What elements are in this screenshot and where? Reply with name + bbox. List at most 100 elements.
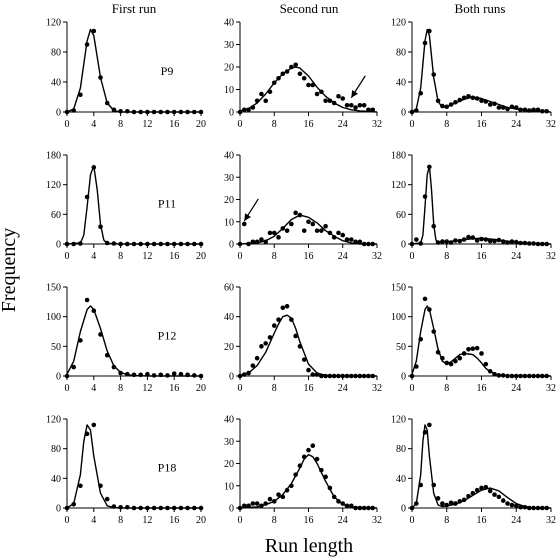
x-tick-label: 8 xyxy=(272,383,277,394)
data-point xyxy=(370,241,376,247)
data-point xyxy=(496,105,502,110)
x-tick-label: 32 xyxy=(372,383,382,394)
data-point xyxy=(435,496,441,501)
data-point xyxy=(284,303,290,309)
data-point xyxy=(466,347,471,352)
y-tick-label: 0 xyxy=(56,108,61,119)
data-point xyxy=(444,360,450,366)
x-tick-label: 16 xyxy=(477,383,487,394)
x-tick-label: 32 xyxy=(546,515,556,526)
data-point xyxy=(246,107,251,113)
fitted-curve xyxy=(66,305,201,377)
data-point xyxy=(522,504,528,510)
data-point xyxy=(185,505,190,511)
x-tick-label: 8 xyxy=(444,515,449,526)
x-tick-label: 8 xyxy=(272,119,277,130)
y-tick-label: 0 xyxy=(401,504,406,515)
data-point xyxy=(323,98,328,104)
data-point xyxy=(349,373,354,379)
y-tick-label: 40 xyxy=(224,312,234,323)
data-point xyxy=(254,239,260,245)
data-point xyxy=(492,492,497,497)
data-point xyxy=(131,109,137,115)
data-point xyxy=(418,241,423,246)
arrow-head xyxy=(244,213,251,221)
y-tick-label: 30 xyxy=(224,173,234,184)
data-point xyxy=(535,505,541,511)
data-point xyxy=(254,355,260,361)
data-point xyxy=(111,504,117,509)
data-point xyxy=(98,75,103,80)
data-point xyxy=(297,212,303,218)
row-label-p18: P18 xyxy=(158,461,177,475)
data-point xyxy=(487,368,493,374)
y-tick-label: 180 xyxy=(391,151,406,162)
data-point xyxy=(276,235,281,240)
data-point xyxy=(448,500,454,506)
x-tick-label: 0 xyxy=(410,515,415,526)
data-point xyxy=(448,240,454,245)
data-point xyxy=(78,338,83,343)
x-tick-label: 32 xyxy=(546,383,556,394)
data-point xyxy=(118,504,123,510)
data-point xyxy=(336,93,341,99)
data-point xyxy=(306,82,311,88)
x-tick-label: 20 xyxy=(196,515,206,526)
data-point xyxy=(522,107,528,113)
data-point xyxy=(165,505,170,511)
data-point xyxy=(185,372,190,378)
data-point xyxy=(440,103,445,109)
data-point xyxy=(470,95,476,101)
data-point xyxy=(470,490,476,496)
data-point xyxy=(171,109,177,115)
data-point xyxy=(422,40,428,46)
data-point xyxy=(192,373,197,378)
data-point xyxy=(331,494,337,500)
data-point xyxy=(310,221,316,227)
data-point xyxy=(470,235,476,240)
data-point xyxy=(483,484,489,490)
data-point xyxy=(340,373,346,379)
data-point xyxy=(280,494,286,500)
data-point xyxy=(118,241,123,247)
data-point xyxy=(246,241,251,247)
data-point xyxy=(496,373,502,378)
data-point xyxy=(306,447,311,453)
data-point xyxy=(284,228,290,233)
data-point xyxy=(237,373,243,379)
data-point xyxy=(125,371,130,377)
data-point xyxy=(104,496,110,502)
data-point xyxy=(422,194,428,199)
data-point xyxy=(323,223,328,229)
y-tick-label: 50 xyxy=(51,342,61,353)
data-point xyxy=(284,69,290,74)
data-point xyxy=(64,373,70,379)
x-tick-label: 16 xyxy=(477,251,487,262)
y-tick-label: 100 xyxy=(46,312,61,323)
data-point xyxy=(422,296,428,302)
data-point xyxy=(276,75,281,81)
data-point xyxy=(370,373,376,379)
data-point xyxy=(165,373,170,378)
data-point xyxy=(440,355,445,361)
data-point xyxy=(289,317,294,322)
data-point xyxy=(310,443,316,449)
x-tick-label: 32 xyxy=(546,251,556,262)
data-point xyxy=(104,100,110,106)
data-point xyxy=(444,104,450,110)
y-axis-label: Frequency xyxy=(0,228,20,312)
data-point xyxy=(71,108,76,113)
data-point xyxy=(289,483,294,489)
x-tick-label: 24 xyxy=(338,251,348,262)
data-point xyxy=(259,503,264,509)
data-point xyxy=(310,372,316,377)
data-point xyxy=(431,223,437,229)
data-point xyxy=(540,373,545,379)
data-point xyxy=(518,107,523,113)
x-tick-label: 0 xyxy=(238,119,243,130)
data-point xyxy=(505,501,510,506)
y-tick-label: 20 xyxy=(224,195,234,206)
row-label-p12: P12 xyxy=(158,329,177,343)
data-point xyxy=(340,232,346,238)
data-point xyxy=(357,239,363,245)
